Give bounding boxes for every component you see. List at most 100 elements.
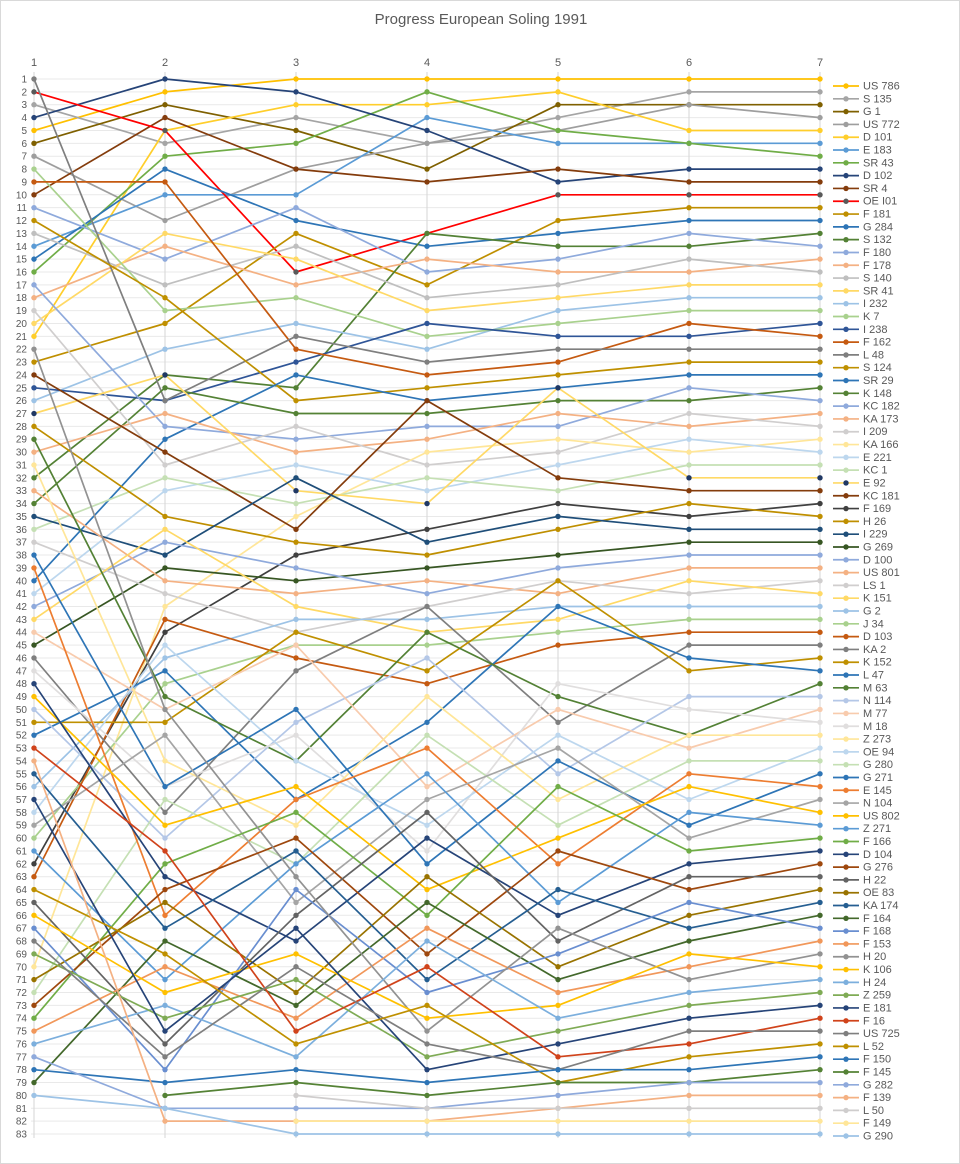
legend-label: SR 4 bbox=[863, 183, 887, 195]
rank-label: 31 bbox=[16, 460, 28, 471]
rank-label: 39 bbox=[16, 563, 28, 574]
legend-label: US 772 bbox=[863, 119, 900, 131]
series-marker bbox=[817, 513, 823, 520]
series-marker bbox=[162, 127, 168, 134]
series-marker bbox=[817, 964, 823, 970]
series-marker bbox=[817, 256, 823, 262]
legend-label: M 77 bbox=[863, 708, 887, 720]
series-marker bbox=[293, 616, 299, 623]
series-sr-43 bbox=[31, 89, 823, 275]
legend-item: K 152 bbox=[833, 657, 892, 669]
series-marker bbox=[555, 179, 561, 185]
series-marker bbox=[817, 745, 823, 751]
series-marker bbox=[162, 976, 168, 983]
series-marker bbox=[31, 603, 37, 610]
series-marker bbox=[31, 590, 37, 597]
legend-label: G 276 bbox=[863, 862, 893, 874]
series-f-149 bbox=[293, 1118, 823, 1124]
legend-marker bbox=[843, 1056, 849, 1062]
series-marker bbox=[424, 282, 430, 288]
series-marker bbox=[162, 89, 168, 95]
legend-item: OE 83 bbox=[833, 887, 894, 899]
legend-marker bbox=[843, 544, 849, 550]
series-marker bbox=[162, 114, 168, 121]
series-marker bbox=[162, 552, 168, 558]
series-marker bbox=[555, 269, 561, 275]
series-f-178 bbox=[31, 243, 823, 301]
series-marker bbox=[686, 320, 692, 327]
series-marker bbox=[555, 886, 561, 893]
rank-label: 10 bbox=[16, 190, 28, 201]
series-marker bbox=[293, 217, 299, 224]
series-marker bbox=[293, 1092, 299, 1099]
series-marker bbox=[162, 526, 168, 533]
series-marker bbox=[31, 217, 37, 224]
series-z-273 bbox=[31, 462, 823, 828]
series-marker bbox=[293, 642, 299, 648]
series-marker bbox=[162, 848, 168, 854]
legend-label: K 148 bbox=[863, 388, 892, 400]
legend-marker bbox=[843, 582, 849, 589]
rank-label: 47 bbox=[16, 666, 28, 677]
rank-label: 70 bbox=[16, 962, 28, 973]
legend-item: F 181 bbox=[833, 209, 891, 221]
series-marker bbox=[555, 1105, 561, 1111]
series-marker bbox=[686, 964, 692, 970]
series-marker bbox=[162, 1015, 168, 1021]
series-marker bbox=[686, 835, 692, 841]
legend-label: N 104 bbox=[863, 798, 892, 810]
legend-label: KA 174 bbox=[863, 900, 898, 912]
legend-marker bbox=[843, 147, 849, 153]
series-marker bbox=[162, 732, 168, 738]
series-marker bbox=[686, 204, 692, 211]
series-marker bbox=[555, 462, 561, 468]
series-marker bbox=[817, 475, 823, 481]
series-marker bbox=[555, 526, 561, 533]
series-marker bbox=[555, 822, 561, 828]
series-marker bbox=[293, 372, 299, 378]
series-marker bbox=[31, 153, 37, 159]
rank-label: 33 bbox=[16, 486, 28, 497]
legend-label: G 284 bbox=[863, 221, 893, 233]
series-marker bbox=[293, 256, 299, 262]
rank-label: 3 bbox=[21, 100, 27, 111]
series-marker bbox=[31, 976, 37, 983]
series-marker bbox=[555, 693, 561, 700]
series-marker bbox=[817, 526, 823, 533]
series-marker bbox=[162, 192, 168, 198]
series-marker bbox=[686, 732, 692, 738]
series-marker bbox=[293, 989, 299, 996]
series-marker bbox=[424, 269, 430, 275]
legend-marker bbox=[843, 761, 849, 768]
legend-item: G 276 bbox=[833, 862, 893, 874]
series-marker bbox=[424, 822, 430, 828]
rank-label: 14 bbox=[16, 242, 28, 253]
legend-marker bbox=[843, 224, 849, 230]
series-marker bbox=[817, 243, 823, 249]
rank-label: 29 bbox=[16, 435, 28, 446]
series-sr-4 bbox=[31, 114, 823, 198]
series-g-284 bbox=[31, 166, 823, 262]
series-marker bbox=[31, 642, 37, 648]
series-marker bbox=[817, 603, 823, 610]
series-marker bbox=[817, 848, 823, 854]
series-marker bbox=[162, 1066, 168, 1073]
series-marker bbox=[31, 681, 37, 687]
series-f-180 bbox=[31, 204, 823, 275]
series-marker bbox=[424, 925, 430, 931]
series-marker bbox=[293, 822, 299, 828]
legend-label: D 104 bbox=[863, 849, 892, 861]
legend-marker bbox=[843, 595, 849, 601]
series-marker bbox=[162, 153, 168, 159]
legend-marker bbox=[843, 928, 849, 934]
series-h-22 bbox=[31, 809, 823, 1047]
series-kc-181 bbox=[31, 372, 823, 533]
legend-label: S 124 bbox=[863, 362, 892, 374]
series-marker bbox=[162, 783, 168, 790]
series-marker bbox=[162, 307, 168, 314]
series-marker bbox=[686, 848, 692, 854]
series-marker bbox=[293, 539, 299, 545]
series-marker bbox=[555, 964, 561, 970]
series-marker bbox=[686, 578, 692, 584]
legend-item: G 282 bbox=[833, 1079, 893, 1091]
